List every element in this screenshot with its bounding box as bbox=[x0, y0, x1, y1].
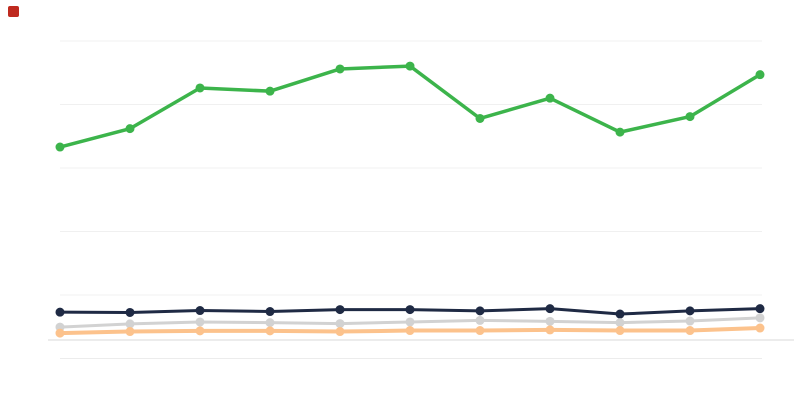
series-2-navy-point bbox=[405, 305, 415, 315]
series-3-gray-point bbox=[195, 317, 205, 327]
series-2-navy-point bbox=[55, 307, 65, 317]
series-2-navy-point bbox=[335, 305, 345, 315]
series-3-gray-point bbox=[405, 317, 415, 327]
series-1-green-point bbox=[615, 127, 625, 137]
series-2-navy-point bbox=[755, 304, 765, 314]
series-3-gray-point bbox=[475, 315, 485, 325]
series-3-gray-point bbox=[685, 316, 695, 326]
series-1-green bbox=[55, 61, 765, 152]
series-1-green-point bbox=[545, 93, 555, 103]
series-3-gray-point bbox=[125, 319, 135, 329]
series-1-green-point bbox=[405, 61, 415, 71]
series-1-green-point bbox=[265, 86, 275, 96]
red-marker bbox=[8, 6, 19, 17]
series-1-green-point bbox=[685, 112, 695, 122]
series-4-orange-point bbox=[475, 326, 485, 336]
series-3-gray-point bbox=[265, 318, 275, 328]
series-1-green-point bbox=[55, 142, 65, 152]
series-1-green-path bbox=[58, 64, 762, 149]
series-2-navy-point bbox=[265, 307, 275, 317]
series-4-orange-point bbox=[545, 325, 555, 335]
series-3-gray-point bbox=[545, 316, 555, 326]
series-4-orange-point bbox=[685, 326, 695, 336]
series-4-orange bbox=[55, 323, 765, 338]
series-2-navy-point bbox=[125, 307, 135, 317]
series-2-navy-point bbox=[685, 306, 695, 316]
series-4-orange-point bbox=[405, 326, 415, 336]
series-4-orange-point bbox=[195, 326, 205, 336]
series-2-navy bbox=[55, 304, 765, 319]
series-4-orange-point bbox=[265, 326, 275, 336]
series-3-gray-point bbox=[615, 318, 625, 328]
series-1-green-point bbox=[335, 64, 345, 74]
series-4-orange-point bbox=[55, 328, 65, 338]
series-3-gray-point bbox=[755, 313, 765, 323]
series-4-orange-point bbox=[125, 327, 135, 337]
series-2-navy-point bbox=[545, 304, 555, 314]
series-1-green-point bbox=[475, 113, 485, 123]
series-1-green-point bbox=[195, 83, 205, 93]
series-3-gray-point bbox=[335, 319, 345, 329]
series-2-navy-point bbox=[615, 309, 625, 319]
series-4-orange-point bbox=[335, 327, 345, 337]
series-3-gray bbox=[55, 313, 765, 332]
series-2-navy-point bbox=[475, 306, 485, 316]
series-2-navy-point bbox=[195, 306, 205, 316]
series-1-green-point bbox=[125, 124, 135, 134]
series-1-green-point bbox=[755, 70, 765, 80]
series-4-orange-point bbox=[615, 326, 625, 336]
series-4-orange-point bbox=[755, 323, 765, 333]
